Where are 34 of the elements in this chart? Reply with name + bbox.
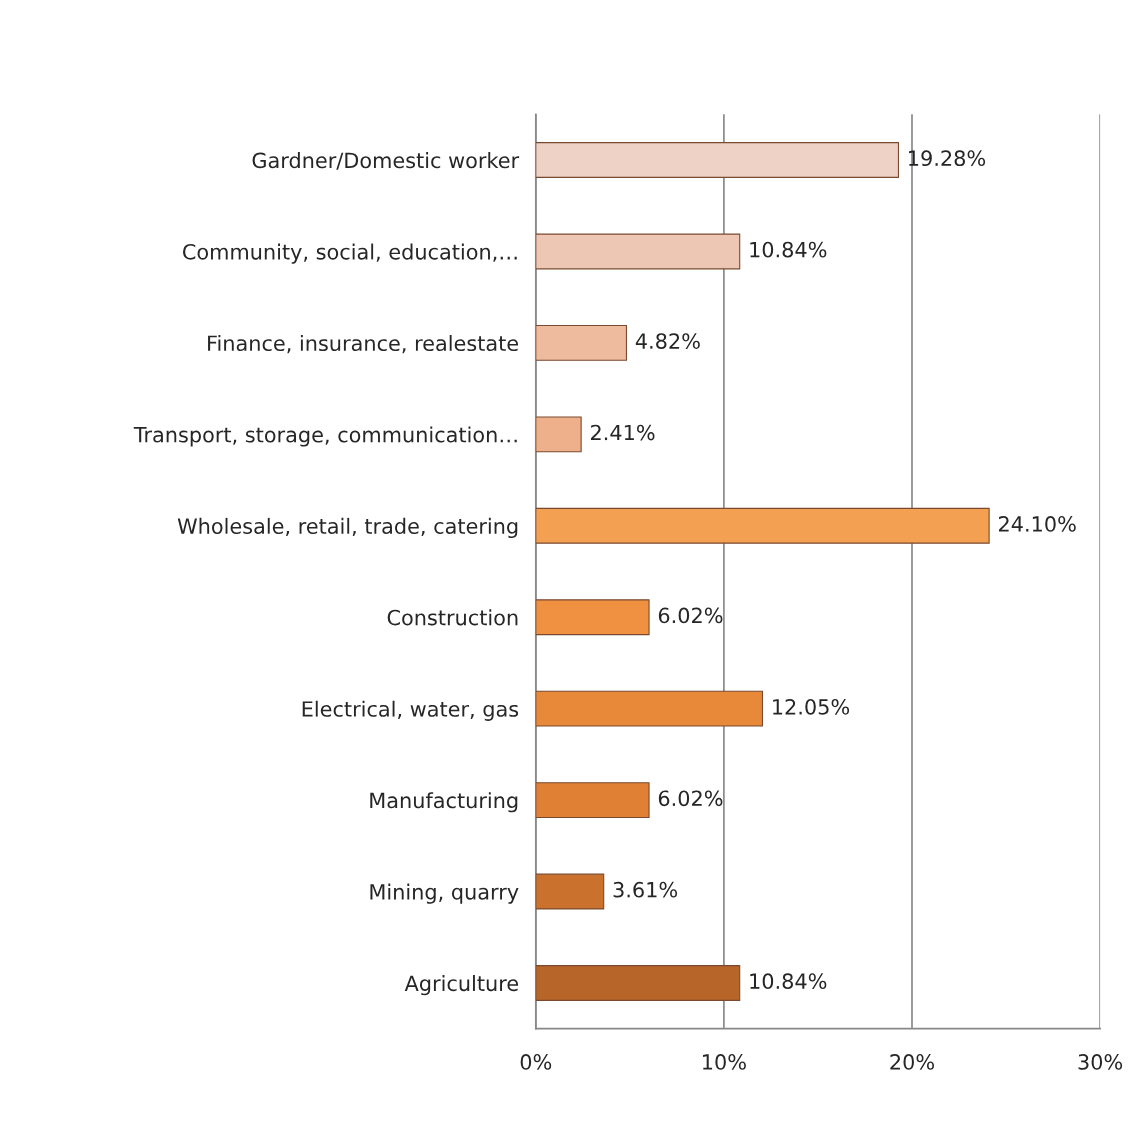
y-tick-label: Manufacturing <box>370 792 518 813</box>
bar <box>535 416 582 453</box>
bar <box>535 690 764 727</box>
data-label: 12.05% <box>773 698 850 715</box>
y-tick-label: Construction <box>387 609 518 626</box>
x-tick-label: 10% <box>703 1054 746 1070</box>
bar <box>535 873 605 910</box>
y-tick-label: Wholesale, retail, trade, catering <box>177 517 518 539</box>
y-tick-label: Mining, quarry <box>370 883 519 904</box>
y-tick-label: Agriculture <box>404 975 519 996</box>
bar <box>535 142 900 178</box>
data-label: 6.02% <box>658 790 723 807</box>
bar <box>535 507 990 544</box>
bar <box>535 965 741 1001</box>
data-label: 2.41% <box>590 424 655 441</box>
bar <box>535 782 650 819</box>
data-label: 24.10% <box>998 516 1076 532</box>
data-label: 6.02% <box>658 607 723 624</box>
y-tick-label: Electrical, water, gas <box>302 700 519 721</box>
y-tick-label: Community, social, education,… <box>183 243 517 264</box>
bar <box>535 599 650 636</box>
x-tick-label: 20% <box>890 1054 934 1070</box>
bar <box>535 233 741 270</box>
data-label: 4.82% <box>635 333 700 349</box>
x-tick-label: 30% <box>1078 1054 1123 1070</box>
data-label: 10.84% <box>750 973 827 990</box>
y-tick-label: Transport, storage, communication… <box>133 426 517 447</box>
bar <box>535 324 628 361</box>
x-tick-label: 0% <box>520 1054 552 1070</box>
data-label: 3.61% <box>613 881 678 898</box>
data-label: 19.28% <box>909 150 986 167</box>
y-tick-label: Gardner/Domestic worker <box>252 152 520 170</box>
data-label: 10.84% <box>750 241 827 258</box>
y-tick-label: Finance, insurance, realestate <box>208 334 519 354</box>
